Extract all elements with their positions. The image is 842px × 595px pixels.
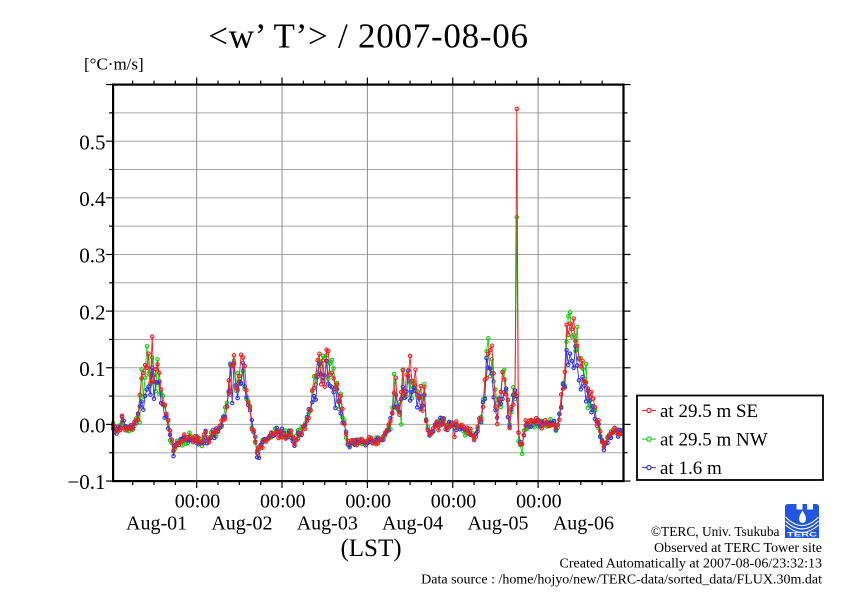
svg-text:00:00: 00:00 bbox=[516, 491, 562, 513]
svg-text:©TERC, Univ. Tsukuba: ©TERC, Univ. Tsukuba bbox=[651, 524, 780, 539]
svg-text:TERC: TERC bbox=[787, 532, 818, 539]
svg-text:00:00: 00:00 bbox=[175, 491, 221, 513]
svg-text:at 29.5 m SE: at 29.5 m SE bbox=[660, 401, 758, 422]
svg-text:0.1: 0.1 bbox=[79, 357, 105, 381]
svg-text:00:00: 00:00 bbox=[260, 491, 306, 513]
svg-text:Data source : /home/hojyo/new/: Data source : /home/hojyo/new/TERC-data/… bbox=[421, 572, 822, 587]
svg-text:Created Automatically at 2007-: Created Automatically at 2007-08-06/23:3… bbox=[560, 556, 822, 571]
svg-text:Aug-01: Aug-01 bbox=[126, 513, 187, 535]
svg-text:Aug-06: Aug-06 bbox=[553, 513, 614, 535]
svg-text:Aug-05: Aug-05 bbox=[467, 513, 528, 535]
svg-text:−0.1: −0.1 bbox=[67, 470, 105, 494]
svg-text:at 1.6 m: at 1.6 m bbox=[660, 458, 722, 479]
svg-text:<w’ T’> / 2007-08-06: <w’ T’> / 2007-08-06 bbox=[208, 17, 529, 56]
svg-text:[°C·m/s]: [°C·m/s] bbox=[84, 55, 144, 74]
svg-text:0.4: 0.4 bbox=[79, 187, 106, 211]
svg-text:Aug-04: Aug-04 bbox=[382, 513, 443, 535]
svg-text:0.5: 0.5 bbox=[79, 130, 105, 154]
svg-text:(LST): (LST) bbox=[340, 535, 401, 562]
svg-text:0.2: 0.2 bbox=[79, 300, 105, 324]
svg-text:0.3: 0.3 bbox=[79, 244, 105, 268]
svg-text:0.0: 0.0 bbox=[79, 414, 105, 438]
svg-text:at 29.5 m NW: at 29.5 m NW bbox=[660, 430, 768, 451]
svg-text:00:00: 00:00 bbox=[431, 491, 477, 513]
svg-text:00:00: 00:00 bbox=[345, 491, 391, 513]
svg-text:Aug-03: Aug-03 bbox=[297, 513, 358, 535]
svg-text:Aug-02: Aug-02 bbox=[211, 513, 272, 535]
svg-text:Observed at TERC Tower site: Observed at TERC Tower site bbox=[654, 541, 822, 556]
